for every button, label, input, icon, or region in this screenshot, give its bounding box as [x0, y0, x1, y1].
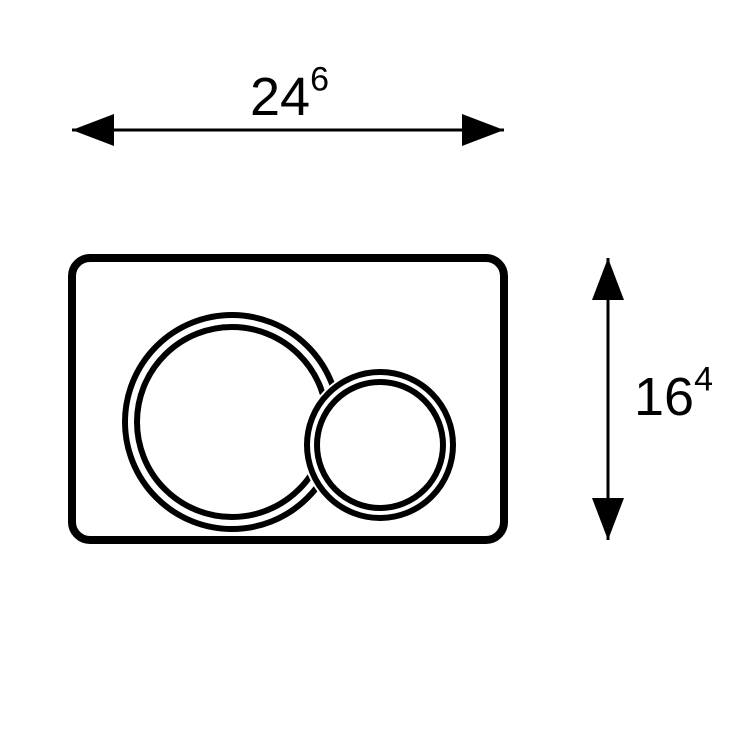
dim-width-label: 246	[250, 61, 329, 127]
technical-drawing: 246 164	[0, 0, 750, 750]
dim-height-arrow-top	[592, 258, 624, 300]
dim-height-arrow-bottom	[592, 498, 624, 540]
dim-height-sup: 4	[694, 361, 713, 399]
dim-height-base: 16	[634, 367, 694, 427]
dim-width-arrow-right	[462, 114, 504, 146]
small-circle-fill	[302, 367, 458, 523]
dim-width-arrow-left	[72, 114, 114, 146]
dim-width-sup: 6	[310, 61, 329, 99]
large-circle-inner	[137, 327, 327, 517]
dim-height-label: 164	[634, 361, 713, 427]
dim-width-base: 24	[250, 67, 310, 127]
